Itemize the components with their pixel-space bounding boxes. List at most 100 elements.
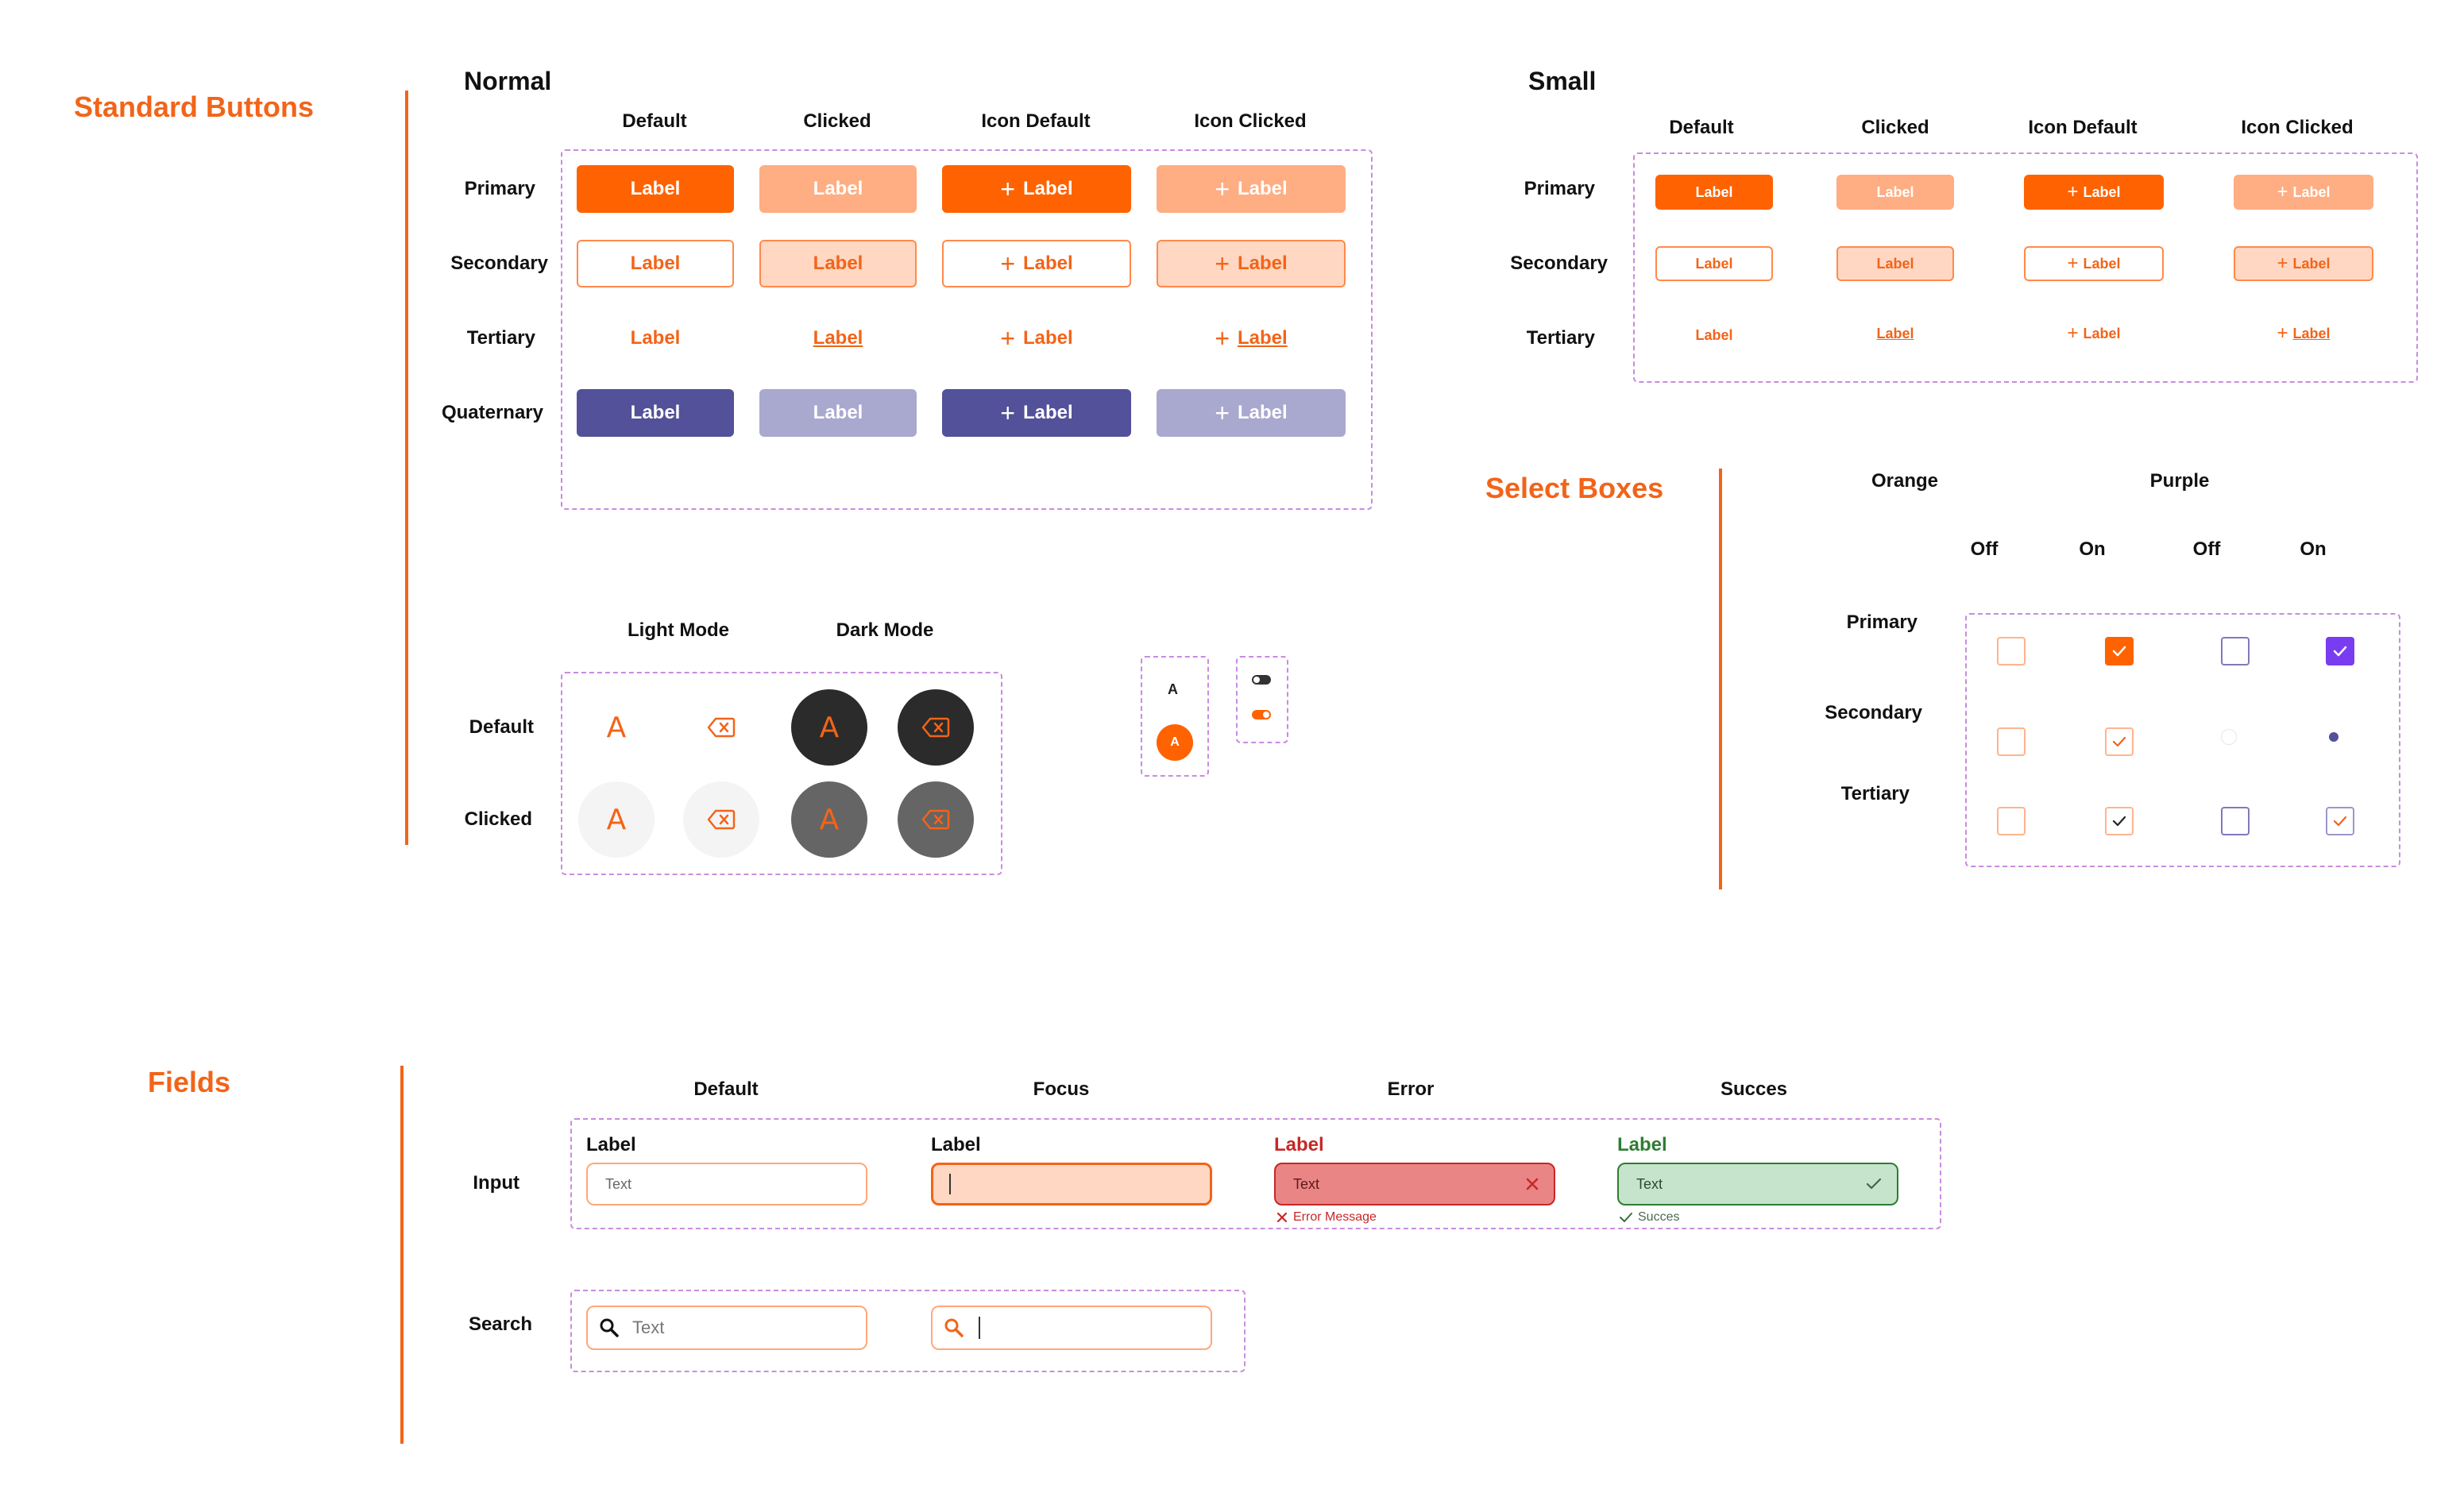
plus-icon: + xyxy=(2067,181,2079,203)
letter-key: A xyxy=(819,803,840,836)
field-row-search: Search xyxy=(468,1313,532,1335)
key-dark-default[interactable]: A xyxy=(791,689,867,766)
backspace-dark-default[interactable] xyxy=(898,689,974,766)
error-message: Error Message xyxy=(1276,1210,1377,1225)
checkbox-tertiary-purple-off[interactable] xyxy=(2221,807,2250,835)
small-tertiary-icon-clicked-button[interactable]: + Label xyxy=(2234,316,2373,351)
small-primary-default-button[interactable]: Label xyxy=(1655,175,1773,210)
small-primary-icon-clicked-button[interactable]: + Label xyxy=(2234,175,2373,210)
quaternary-default-button[interactable]: Label xyxy=(577,389,734,437)
checkbox-primary-purple-on[interactable] xyxy=(2326,637,2354,665)
button-label: Label xyxy=(2083,183,2121,200)
small-secondary-icon-clicked-button[interactable]: + Label xyxy=(2234,246,2373,281)
tertiary-clicked-button[interactable]: Label xyxy=(759,314,917,362)
text-input-default[interactable]: Text xyxy=(586,1163,867,1205)
secondary-clicked-button[interactable]: Label xyxy=(759,240,917,287)
small-primary-clicked-button[interactable]: Label xyxy=(1836,175,1954,210)
key-light-default[interactable]: A xyxy=(578,689,655,766)
small-col-clicked: Clicked xyxy=(1861,117,1929,138)
button-label: Label xyxy=(813,178,863,199)
plus-icon: + xyxy=(2067,253,2079,274)
button-label: Label xyxy=(2292,325,2331,341)
small-col-default: Default xyxy=(1669,117,1734,138)
small-secondary-clicked-button[interactable]: Label xyxy=(1836,246,1954,281)
tertiary-default-button[interactable]: Label xyxy=(577,314,734,362)
checkbox-primary-orange-on[interactable] xyxy=(2105,637,2134,665)
check-icon xyxy=(2333,816,2347,827)
radio-secondary-purple-on[interactable] xyxy=(2326,729,2342,745)
search-icon xyxy=(600,1318,619,1337)
secondary-icon-clicked-button[interactable]: + Label xyxy=(1157,240,1346,287)
primary-default-button[interactable]: Label xyxy=(577,165,734,213)
button-label: Label xyxy=(813,253,863,274)
col-light-mode: Light Mode xyxy=(628,619,729,641)
small-primary-icon-default-button[interactable]: + Label xyxy=(2024,175,2164,210)
fields-title: Fields xyxy=(148,1066,231,1098)
small-tertiary-default-button[interactable]: Label xyxy=(1655,318,1773,353)
checkbox-tertiary-purple-on[interactable] xyxy=(2326,807,2354,835)
text-input-success[interactable]: Text xyxy=(1617,1163,1898,1205)
button-label: Label xyxy=(1238,178,1288,199)
field-col-error: Error xyxy=(1387,1078,1435,1100)
text-input-focus[interactable] xyxy=(931,1163,1212,1205)
normal-title: Normal xyxy=(464,67,552,95)
toggle-on[interactable] xyxy=(1252,710,1271,719)
state-orange-off: Off xyxy=(1970,538,1999,560)
backspace-light-clicked[interactable] xyxy=(683,781,759,858)
tertiary-icon-clicked-button[interactable]: + Label xyxy=(1157,314,1346,362)
plus-icon: + xyxy=(1000,175,1015,203)
toggle-off[interactable] xyxy=(1252,675,1271,685)
small-row-tertiary: Tertiary xyxy=(1526,327,1595,349)
secondary-default-button[interactable]: Label xyxy=(577,240,734,287)
quaternary-icon-default-button[interactable]: + Label xyxy=(942,389,1131,437)
small-tertiary-clicked-button[interactable]: Label xyxy=(1836,316,1954,351)
key-dark-clicked[interactable]: A xyxy=(791,781,867,858)
key-light-clicked[interactable]: A xyxy=(578,781,655,858)
small-col-icon-default: Icon Default xyxy=(2028,117,2138,138)
input-placeholder: Text xyxy=(605,1175,632,1192)
plus-icon: + xyxy=(2277,253,2288,274)
backspace-icon xyxy=(707,717,736,738)
search-input-default[interactable]: Text xyxy=(586,1306,867,1350)
backspace-light-default[interactable] xyxy=(683,689,759,766)
search-icon xyxy=(944,1318,964,1337)
checkbox-secondary-orange-on[interactable] xyxy=(2105,727,2134,756)
small-row-primary: Primary xyxy=(1524,178,1595,199)
small-tertiary-icon-default-button[interactable]: + Label xyxy=(2024,316,2164,351)
backspace-icon xyxy=(921,717,950,738)
row-key-clicked: Clicked xyxy=(464,808,532,830)
checkbox-primary-purple-off[interactable] xyxy=(2221,637,2250,665)
small-row-secondary: Secondary xyxy=(1510,253,1608,274)
row-secondary: Secondary xyxy=(450,253,548,274)
radio-secondary-purple-off[interactable] xyxy=(2221,729,2237,745)
backspace-dark-clicked[interactable] xyxy=(898,781,974,858)
tertiary-icon-default-button[interactable]: + Label xyxy=(942,314,1131,362)
mini-letter-frame xyxy=(1141,656,1209,777)
primary-clicked-button[interactable]: Label xyxy=(759,165,917,213)
small-secondary-default-button[interactable]: Label xyxy=(1655,246,1773,281)
small-secondary-icon-default-button[interactable]: + Label xyxy=(2024,246,2164,281)
quaternary-clicked-button[interactable]: Label xyxy=(759,389,917,437)
standard-buttons-title: Standard Buttons xyxy=(74,91,314,123)
check-icon xyxy=(2112,646,2126,657)
quaternary-icon-clicked-button[interactable]: + Label xyxy=(1157,389,1346,437)
secondary-icon-default-button[interactable]: + Label xyxy=(942,240,1131,287)
error-x-icon xyxy=(1276,1212,1288,1223)
checkbox-secondary-orange-off[interactable] xyxy=(1997,727,2026,756)
button-label: Label xyxy=(630,402,681,423)
col-clicked: Clicked xyxy=(803,110,871,132)
plus-icon: + xyxy=(1215,324,1230,353)
text-input-error[interactable]: Text xyxy=(1274,1163,1555,1205)
mini-letter-badge[interactable]: A xyxy=(1157,724,1193,761)
button-label: Label xyxy=(2292,255,2331,272)
search-input-focus[interactable] xyxy=(931,1306,1212,1350)
button-label: Label xyxy=(630,327,681,349)
checkbox-tertiary-orange-on[interactable] xyxy=(2105,807,2134,835)
checkbox-tertiary-orange-off[interactable] xyxy=(1997,807,2026,835)
backspace-icon xyxy=(921,809,950,830)
close-icon[interactable] xyxy=(1525,1177,1539,1191)
input-label-success: Label xyxy=(1617,1134,1667,1155)
checkbox-primary-orange-off[interactable] xyxy=(1997,637,2026,665)
primary-icon-default-button[interactable]: + Label xyxy=(942,165,1131,213)
primary-icon-clicked-button[interactable]: + Label xyxy=(1157,165,1346,213)
